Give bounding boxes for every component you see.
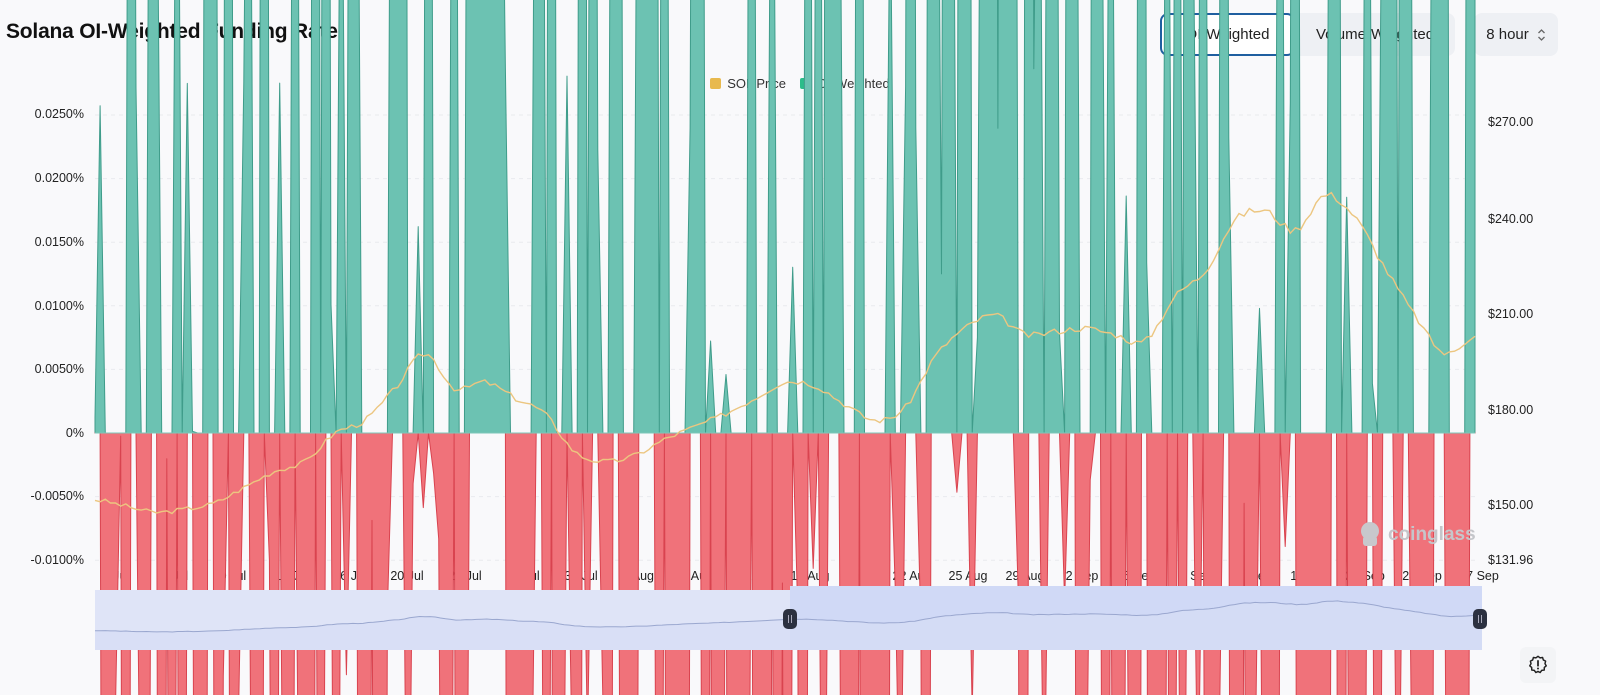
range-navigator[interactable] bbox=[94, 586, 1487, 650]
interval-value: 8 hour bbox=[1486, 26, 1529, 43]
y-axis-left-tick: 0.0250% bbox=[34, 107, 84, 121]
y-axis-left-tick: 0.0200% bbox=[34, 171, 84, 185]
y-axis-left-tick: -0.0050% bbox=[30, 489, 84, 503]
range-start-handle[interactable] bbox=[783, 609, 797, 629]
y-axis-right-tick: $180.00 bbox=[1488, 403, 1534, 417]
y-axis-right-tick: $240.00 bbox=[1488, 212, 1534, 226]
settings-alert-icon bbox=[1529, 655, 1547, 674]
range-end-handle[interactable] bbox=[1473, 609, 1487, 629]
interval-select[interactable]: 8 hour bbox=[1474, 13, 1558, 56]
sol-price-line bbox=[94, 191, 1476, 515]
sol-price-swatch-icon bbox=[710, 78, 722, 89]
y-axis-right-tick: $131.96 bbox=[1488, 553, 1534, 567]
y-axis-right-tick: $270.00 bbox=[1488, 115, 1534, 129]
y-axis-right-tick: $150.00 bbox=[1488, 498, 1534, 512]
y-axis-left-tick: 0.0150% bbox=[34, 235, 84, 249]
coinglass-watermark: coinglass bbox=[1361, 522, 1476, 546]
y-axis-right-tick: $210.00 bbox=[1488, 307, 1534, 321]
svg-text:coinglass: coinglass bbox=[1388, 524, 1476, 545]
y-axis-left-tick: 0.0050% bbox=[34, 362, 84, 376]
page-title: Solana OI-Weighted Funding Rate bbox=[6, 20, 338, 43]
x-axis-tick: 25 Aug bbox=[948, 569, 988, 583]
up-down-chevron-icon bbox=[1537, 28, 1546, 42]
settings-button[interactable] bbox=[1520, 647, 1556, 683]
y-axis-left-tick: 0.0100% bbox=[34, 299, 84, 313]
y-axis-left-tick: -0.0100% bbox=[30, 553, 84, 567]
y-axis-left-tick: 0% bbox=[65, 426, 84, 440]
